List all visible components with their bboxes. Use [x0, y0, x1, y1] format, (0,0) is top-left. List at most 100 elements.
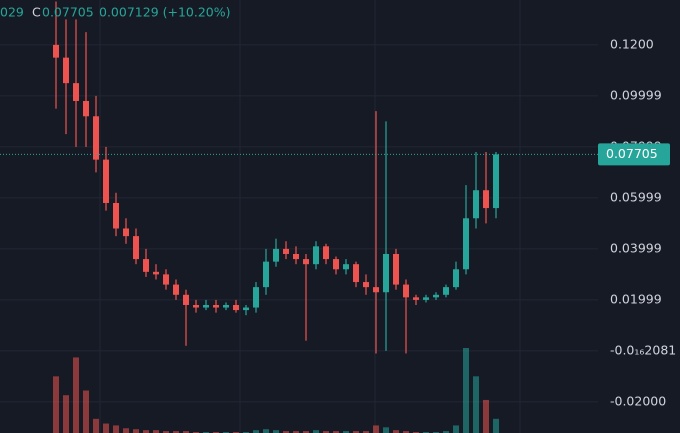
candle-layer	[0, 1, 598, 354]
volume-bar	[93, 418, 99, 433]
volume-bar	[273, 430, 279, 433]
volume-bar	[443, 431, 449, 433]
candle-body	[73, 83, 79, 101]
candle-body	[143, 259, 149, 272]
candle-body	[63, 57, 69, 84]
volume-bar	[313, 430, 319, 433]
y-axis: 0.12000.099990.079990.059990.039990.0199…	[598, 36, 676, 408]
volume-bar	[493, 418, 499, 433]
volume-bar	[463, 348, 469, 433]
candle-body	[153, 271, 159, 275]
candle-body	[353, 264, 359, 283]
volume-bar	[113, 425, 119, 433]
header-text: C	[32, 5, 41, 20]
header-text: 0.007129 (+10.20%)	[99, 5, 231, 20]
volume-bar	[63, 395, 69, 433]
candle-body	[203, 304, 209, 308]
candle-body	[223, 304, 229, 308]
volume-bar	[333, 431, 339, 433]
volume-bar	[303, 431, 309, 433]
candle-body	[123, 228, 129, 237]
candle-body	[393, 253, 399, 285]
volume-bar	[103, 423, 109, 433]
candle-body	[213, 304, 219, 308]
candle-body	[483, 190, 489, 209]
volume-bar	[143, 430, 149, 433]
candle-body	[323, 246, 329, 260]
volume-bar	[383, 427, 389, 433]
y-tick-label: -0.0₁₆2081	[610, 342, 676, 357]
volume-bar	[323, 431, 329, 433]
volume-bar	[453, 425, 459, 433]
y-tick-label: 0.03999	[610, 240, 662, 255]
candle-body	[193, 304, 199, 308]
y-tick-label: 0.05999	[610, 189, 662, 204]
candle-body	[383, 253, 389, 293]
candle-body	[333, 259, 339, 270]
candle-body	[283, 248, 289, 254]
y-tick-label: 0.09999	[610, 87, 662, 102]
volume-bar	[363, 431, 369, 433]
candle-body	[183, 294, 189, 305]
candle-body	[103, 159, 109, 203]
candle-body	[443, 287, 449, 295]
candle-body	[303, 259, 309, 265]
volume-bar	[123, 428, 129, 433]
volume-bar	[373, 425, 379, 433]
volume-bar	[403, 431, 409, 433]
candle-body	[293, 253, 299, 260]
candle-body	[453, 269, 459, 288]
volume-bar	[253, 430, 259, 433]
candle-body	[403, 284, 409, 298]
volume-layer	[53, 348, 499, 433]
y-tick-label: 0.1200	[610, 36, 654, 51]
volume-bar	[53, 376, 59, 433]
volume-bar	[183, 431, 189, 433]
y-tick-label: 0.01999	[610, 291, 662, 306]
last-price-label: 0.07705	[606, 146, 658, 161]
header-text: 0.07705	[42, 5, 94, 20]
candle-body	[423, 297, 429, 300]
volume-bar	[393, 430, 399, 433]
candle-body	[173, 284, 179, 295]
candle-body	[133, 236, 139, 260]
candle-body	[473, 190, 479, 219]
volume-bar	[293, 431, 299, 433]
volume-bar	[343, 431, 349, 433]
candle-body	[313, 246, 319, 265]
volume-bar	[353, 431, 359, 433]
candle-body	[463, 218, 469, 270]
candle-body	[413, 297, 419, 300]
last-price-box	[598, 143, 670, 166]
volume-bar	[263, 429, 269, 433]
candle-body	[273, 248, 279, 262]
volume-bar	[483, 399, 489, 433]
volume-bar	[283, 431, 289, 433]
candle-body	[163, 274, 169, 285]
volume-bar	[73, 357, 79, 433]
volume-bar	[173, 431, 179, 433]
candle-body	[263, 261, 269, 288]
candle-body	[343, 264, 349, 270]
candle-body	[363, 282, 369, 288]
candle-body	[493, 154, 499, 209]
candle-body	[253, 287, 259, 308]
candle-body	[373, 287, 379, 293]
volume-bar	[473, 376, 479, 433]
candle-body	[433, 294, 439, 298]
candle-body	[243, 307, 249, 311]
y-tick-label: -0.02000	[610, 393, 666, 408]
grid	[0, 0, 598, 433]
ohlc-header: 029 C 0.07705 0.007129 (+10.20%)	[0, 5, 231, 20]
candle-body	[83, 100, 89, 117]
candle-body	[113, 202, 119, 229]
header-text: 029	[0, 5, 24, 20]
volume-bar	[83, 390, 89, 433]
volume-bar	[133, 429, 139, 433]
candle-body	[53, 44, 59, 58]
volume-bar	[153, 430, 159, 433]
candle-body	[93, 116, 99, 160]
